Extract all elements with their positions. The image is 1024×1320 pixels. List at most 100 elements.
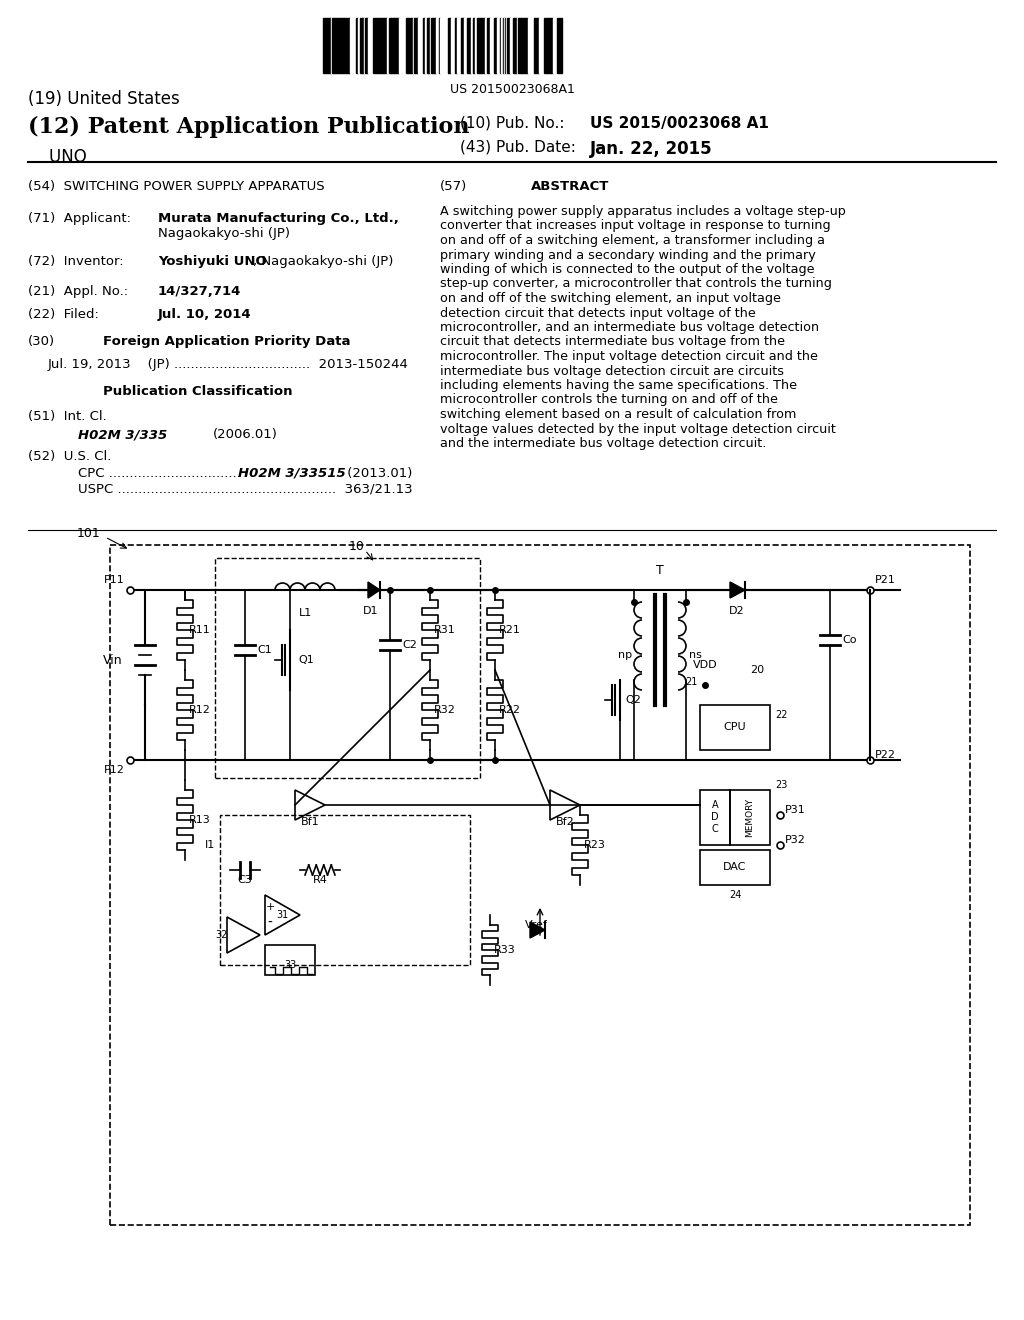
Bar <box>110 545 970 1225</box>
Bar <box>376 18 379 73</box>
Text: Bf2: Bf2 <box>556 817 574 828</box>
Bar <box>387 18 389 73</box>
Bar <box>475 18 477 73</box>
Bar <box>362 18 364 73</box>
Text: Jul. 10, 2014: Jul. 10, 2014 <box>158 308 252 321</box>
Bar <box>373 18 376 73</box>
Bar <box>539 18 541 73</box>
Text: switching element based on a result of calculation from: switching element based on a result of c… <box>440 408 797 421</box>
Bar <box>446 18 449 73</box>
Bar <box>730 789 770 845</box>
Text: 101: 101 <box>76 527 100 540</box>
Text: (2006.01): (2006.01) <box>213 428 278 441</box>
Bar <box>340 18 343 73</box>
Bar <box>524 18 527 73</box>
Bar <box>360 18 362 73</box>
Text: ABSTRACT: ABSTRACT <box>530 180 609 193</box>
Text: UNO: UNO <box>28 148 87 166</box>
Bar <box>528 18 531 73</box>
Bar <box>495 18 497 73</box>
Bar <box>436 18 439 73</box>
Text: P22: P22 <box>874 750 896 760</box>
Bar <box>453 18 455 73</box>
Text: P32: P32 <box>785 836 806 845</box>
Bar <box>418 18 420 73</box>
Bar <box>700 850 770 884</box>
Text: US 20150023068A1: US 20150023068A1 <box>450 83 574 96</box>
Text: -: - <box>267 916 272 931</box>
Text: (2013.01): (2013.01) <box>343 467 413 480</box>
Bar <box>501 18 503 73</box>
Bar <box>421 18 423 73</box>
Text: P21: P21 <box>874 576 896 585</box>
Text: on and off of a switching element, a transformer including a: on and off of a switching element, a tra… <box>440 234 825 247</box>
Bar <box>353 18 355 73</box>
Bar <box>443 18 446 73</box>
Text: R11: R11 <box>189 624 211 635</box>
Bar <box>350 18 353 73</box>
Bar <box>368 18 370 73</box>
Bar <box>513 18 516 73</box>
Text: np: np <box>617 649 632 660</box>
Bar <box>382 18 384 73</box>
Bar <box>469 18 471 73</box>
Bar <box>403 18 406 73</box>
Text: (51)  Int. Cl.: (51) Int. Cl. <box>28 411 106 422</box>
Text: P31: P31 <box>785 805 806 814</box>
Text: +: + <box>265 902 274 912</box>
Bar <box>337 18 340 73</box>
Bar <box>391 18 394 73</box>
Polygon shape <box>730 582 745 598</box>
Text: (54)  SWITCHING POWER SUPPLY APPARATUS: (54) SWITCHING POWER SUPPLY APPARATUS <box>28 180 325 193</box>
Bar <box>455 18 457 73</box>
Text: Q2: Q2 <box>625 696 641 705</box>
Bar <box>497 18 500 73</box>
Text: (10) Pub. No.:: (10) Pub. No.: <box>460 116 564 131</box>
Text: and the intermediate bus voltage detection circuit.: and the intermediate bus voltage detecti… <box>440 437 766 450</box>
Bar <box>358 18 360 73</box>
Bar <box>394 18 396 73</box>
Text: R13: R13 <box>189 814 211 825</box>
Bar <box>319 18 323 73</box>
Text: , Nagaokakyo-shi (JP): , Nagaokakyo-shi (JP) <box>253 255 393 268</box>
Text: (19) United States: (19) United States <box>28 90 180 108</box>
Bar <box>332 18 335 73</box>
Text: (22)  Filed:: (22) Filed: <box>28 308 133 321</box>
Text: Yoshiyuki UNO: Yoshiyuki UNO <box>158 255 266 268</box>
Text: Nagaokakyo-shi (JP): Nagaokakyo-shi (JP) <box>158 227 290 240</box>
Text: detection circuit that detects input voltage of the: detection circuit that detects input vol… <box>440 306 756 319</box>
Bar <box>449 18 451 73</box>
Bar <box>366 18 368 73</box>
Text: US 2015/0023068 A1: US 2015/0023068 A1 <box>590 116 769 131</box>
Bar <box>477 18 479 73</box>
Bar <box>396 18 399 73</box>
Text: D2: D2 <box>729 606 744 616</box>
Text: step-up converter, a microcontroller that controls the turning: step-up converter, a microcontroller tha… <box>440 277 831 290</box>
Bar <box>327 18 330 73</box>
Text: T: T <box>656 564 664 577</box>
Bar <box>554 18 557 73</box>
Text: 20: 20 <box>750 665 764 675</box>
Bar <box>531 18 534 73</box>
Text: DAC: DAC <box>723 862 746 873</box>
Text: Q1: Q1 <box>298 655 313 665</box>
Bar <box>343 18 346 73</box>
Text: 33: 33 <box>284 960 296 970</box>
Text: Foreign Application Priority Data: Foreign Application Priority Data <box>103 335 350 348</box>
Text: A switching power supply apparatus includes a voltage step-up: A switching power supply apparatus inclu… <box>440 205 846 218</box>
Text: 22: 22 <box>775 710 787 719</box>
Bar <box>485 18 487 73</box>
Text: (21)  Appl. No.:: (21) Appl. No.: <box>28 285 136 298</box>
Text: C3: C3 <box>238 875 252 884</box>
Text: (30): (30) <box>28 335 55 348</box>
Text: USPC .....................................................  363/21.13: USPC ...................................… <box>78 483 413 496</box>
Text: (52)  U.S. Cl.: (52) U.S. Cl. <box>28 450 112 463</box>
Bar <box>431 18 433 73</box>
Text: microcontroller controls the turning on and off of the: microcontroller controls the turning on … <box>440 393 778 407</box>
Text: 31: 31 <box>275 909 288 920</box>
Text: (43) Pub. Date:: (43) Pub. Date: <box>460 140 575 154</box>
Text: ns: ns <box>688 649 701 660</box>
Bar <box>384 18 387 73</box>
Text: 32: 32 <box>215 931 227 940</box>
Polygon shape <box>368 582 380 598</box>
